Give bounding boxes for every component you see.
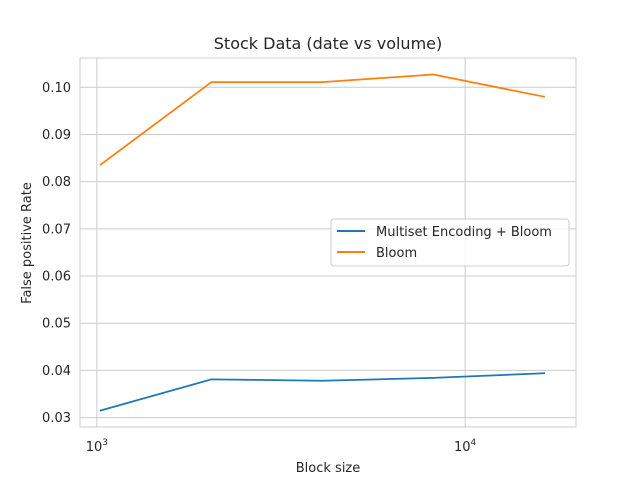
legend: Multiset Encoding + Bloom Bloom	[330, 218, 570, 267]
legend-box	[330, 218, 570, 267]
y-tick-label: 0.03	[42, 411, 71, 426]
x-axis-label: Block size	[296, 461, 361, 476]
data-point	[210, 81, 213, 83]
data-point	[543, 95, 546, 98]
data-point	[321, 379, 324, 382]
data-point	[99, 163, 102, 166]
y-tick-label: 0.10	[42, 81, 71, 96]
y-tick-label: 0.08	[42, 175, 71, 190]
data-point	[432, 73, 435, 76]
x-tick-labels: 103 104	[86, 438, 477, 455]
legend-label-bloom: Bloom	[376, 246, 417, 261]
y-tick-label: 0.05	[42, 317, 71, 332]
data-point	[543, 372, 546, 375]
y-tick-labels: 0.03 0.04 0.05 0.06 0.07 0.08 0.09 0.10	[42, 81, 71, 426]
data-point	[432, 377, 435, 379]
data-point	[99, 409, 102, 412]
y-axis-label: False positive Rate	[20, 182, 35, 304]
data-point	[210, 378, 213, 381]
y-tick-label: 0.04	[42, 364, 71, 379]
y-tick-label: 0.07	[42, 222, 71, 237]
legend-label-multiset: Multiset Encoding + Bloom	[376, 225, 552, 240]
y-tick-label: 0.09	[42, 128, 71, 143]
x-tick-label: 104	[454, 438, 477, 455]
plot-frame	[79, 57, 577, 428]
data-point	[321, 81, 324, 83]
series-layer	[99, 73, 546, 412]
chart-title: Stock Data (date vs volume)	[214, 34, 442, 53]
x-tick-label: 103	[86, 438, 108, 455]
y-tick-label: 0.06	[42, 270, 71, 285]
